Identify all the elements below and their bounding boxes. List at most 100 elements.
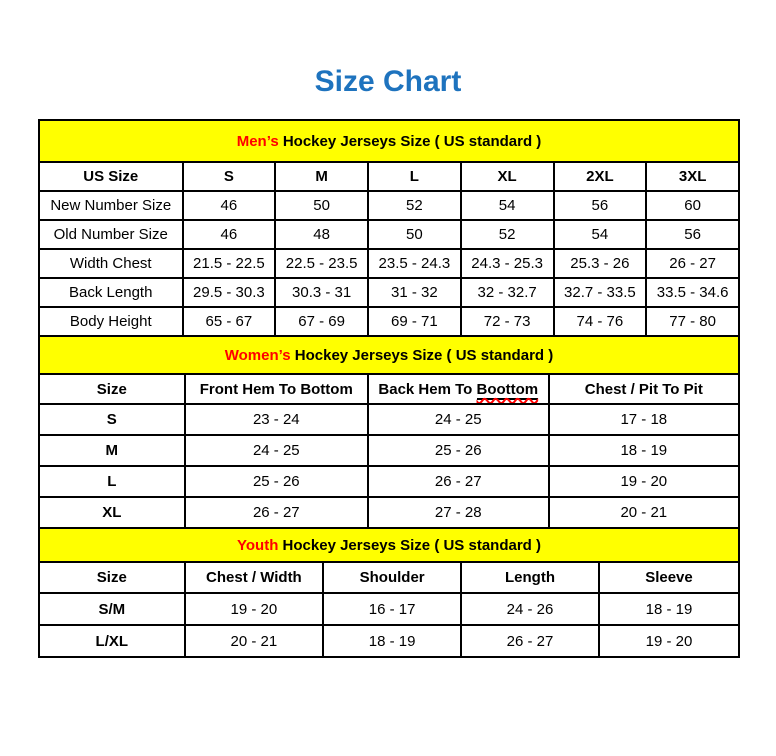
size-table-womens: Women’s Hockey Jerseys Size ( US standar… bbox=[38, 337, 741, 529]
row-label: Width Chest bbox=[38, 248, 184, 279]
column-header: Back Hem To Boottom bbox=[366, 373, 550, 405]
size-table-youth: Youth Hockey Jerseys Size ( US standard … bbox=[38, 529, 741, 658]
size-value: 56 bbox=[552, 190, 648, 221]
size-value: 33.5 - 34.6 bbox=[645, 277, 740, 308]
size-value: 65 - 67 bbox=[181, 306, 277, 337]
size-value: 25 - 26 bbox=[366, 434, 550, 467]
table-row: L 25 - 26 26 - 27 19 - 20 bbox=[38, 465, 741, 498]
size-value: 24 - 26 bbox=[460, 592, 600, 626]
section-title-mens: Men’s Hockey Jerseys Size ( US standard … bbox=[38, 119, 740, 163]
size-value: 26 - 27 bbox=[183, 496, 369, 529]
column-header: 3XL bbox=[645, 161, 740, 192]
size-value: 26 - 27 bbox=[645, 248, 740, 279]
row-label: S/M bbox=[38, 592, 186, 626]
size-value: 54 bbox=[459, 190, 555, 221]
size-value: 52 bbox=[367, 190, 462, 221]
size-value: 18 - 19 bbox=[547, 434, 741, 467]
size-value: 20 - 21 bbox=[183, 624, 325, 658]
size-value: 16 - 17 bbox=[322, 592, 463, 626]
size-value: 67 - 69 bbox=[274, 306, 369, 337]
column-header: S bbox=[181, 161, 277, 192]
size-value: 22.5 - 23.5 bbox=[274, 248, 369, 279]
size-value: 56 bbox=[645, 219, 740, 250]
size-value: 17 - 18 bbox=[547, 403, 741, 436]
size-table-mens: Men’s Hockey Jerseys Size ( US standard … bbox=[38, 119, 740, 337]
size-value: 19 - 20 bbox=[597, 624, 741, 658]
size-value: 27 - 28 bbox=[366, 496, 550, 529]
row-label: Body Height bbox=[38, 306, 184, 337]
section-title-highlight: Youth bbox=[237, 536, 279, 554]
size-value: 72 - 73 bbox=[459, 306, 555, 337]
row-label: L bbox=[38, 465, 186, 498]
size-value: 60 bbox=[645, 190, 740, 221]
row-label: L/XL bbox=[38, 624, 186, 658]
size-value: 30.3 - 31 bbox=[274, 277, 369, 308]
column-header: L bbox=[367, 161, 462, 192]
row-label: Back Length bbox=[38, 277, 184, 308]
table-row: S/M 19 - 20 16 - 17 24 - 26 18 - 19 bbox=[38, 592, 741, 626]
size-value: 19 - 20 bbox=[547, 465, 741, 498]
section-title-womens: Women’s Hockey Jerseys Size ( US standar… bbox=[38, 337, 740, 375]
table-row: L/XL 20 - 21 18 - 19 26 - 27 19 - 20 bbox=[38, 624, 741, 658]
size-value: 18 - 19 bbox=[597, 592, 741, 626]
column-header: XL bbox=[459, 161, 555, 192]
size-value: 46 bbox=[181, 219, 277, 250]
size-value: 50 bbox=[367, 219, 462, 250]
column-header: Size bbox=[38, 561, 186, 594]
size-value: 19 - 20 bbox=[183, 592, 325, 626]
column-header: Shoulder bbox=[322, 561, 463, 594]
column-header: Chest / Width bbox=[183, 561, 325, 594]
table-row: S 23 - 24 24 - 25 17 - 18 bbox=[38, 403, 741, 436]
section-title-highlight: Men’s bbox=[236, 132, 279, 150]
size-value: 31 - 32 bbox=[367, 277, 462, 308]
table-row: New Number Size 46 50 52 54 56 60 bbox=[38, 190, 740, 221]
size-value: 29.5 - 30.3 bbox=[181, 277, 277, 308]
size-value: 32.7 - 33.5 bbox=[552, 277, 648, 308]
size-value: 18 - 19 bbox=[322, 624, 463, 658]
table-row: M 24 - 25 25 - 26 18 - 19 bbox=[38, 434, 741, 467]
misspelled-word: Boottom bbox=[476, 380, 539, 400]
size-value: 32 - 32.7 bbox=[459, 277, 555, 308]
row-label: Old Number Size bbox=[38, 219, 184, 250]
column-header: Sleeve bbox=[597, 561, 741, 594]
size-value: 26 - 27 bbox=[366, 465, 550, 498]
size-chart-tables: Men’s Hockey Jerseys Size ( US standard … bbox=[38, 119, 741, 658]
section-title-highlight: Women’s bbox=[224, 346, 291, 364]
size-value: 23.5 - 24.3 bbox=[367, 248, 462, 279]
size-value: 20 - 21 bbox=[547, 496, 741, 529]
size-value: 23 - 24 bbox=[183, 403, 369, 436]
table-row: Old Number Size 46 48 50 52 54 56 bbox=[38, 219, 740, 250]
size-value: 54 bbox=[552, 219, 648, 250]
section-title-youth: Youth Hockey Jerseys Size ( US standard … bbox=[38, 529, 740, 563]
column-header: Front Hem To Bottom bbox=[183, 373, 369, 405]
size-value: 26 - 27 bbox=[460, 624, 600, 658]
size-value: 25.3 - 26 bbox=[552, 248, 648, 279]
size-value: 46 bbox=[181, 190, 277, 221]
table-row: XL 26 - 27 27 - 28 20 - 21 bbox=[38, 496, 741, 529]
column-header: Length bbox=[460, 561, 600, 594]
row-label: M bbox=[38, 434, 186, 467]
column-header: 2XL bbox=[552, 161, 648, 192]
size-value: 21.5 - 22.5 bbox=[181, 248, 277, 279]
size-value: 24 - 25 bbox=[366, 403, 550, 436]
size-value: 74 - 76 bbox=[552, 306, 648, 337]
size-value: 50 bbox=[274, 190, 369, 221]
page-title: Size Chart bbox=[314, 65, 462, 98]
table-row: Width Chest 21.5 - 22.5 22.5 - 23.5 23.5 - … bbox=[38, 248, 740, 279]
size-value: 52 bbox=[459, 219, 555, 250]
column-header: Chest / Pit To Pit bbox=[547, 373, 741, 405]
size-value: 25 - 26 bbox=[183, 465, 369, 498]
table-row: Back Length 29.5 - 30.3 30.3 - 31 31 - 32 32… bbox=[38, 277, 740, 308]
column-header: US Size bbox=[38, 161, 184, 192]
size-value: 77 - 80 bbox=[645, 306, 740, 337]
size-value: 48 bbox=[274, 219, 369, 250]
size-value: 24.3 - 25.3 bbox=[459, 248, 555, 279]
row-label: XL bbox=[38, 496, 186, 529]
size-value: 69 - 71 bbox=[367, 306, 462, 337]
column-header: Size bbox=[38, 373, 186, 405]
size-value: 24 - 25 bbox=[183, 434, 369, 467]
row-label: New Number Size bbox=[38, 190, 184, 221]
row-label: S bbox=[38, 403, 186, 436]
table-row: Body Height 65 - 67 67 - 69 69 - 71 72 - 73 7… bbox=[38, 306, 740, 337]
column-header: M bbox=[274, 161, 369, 192]
